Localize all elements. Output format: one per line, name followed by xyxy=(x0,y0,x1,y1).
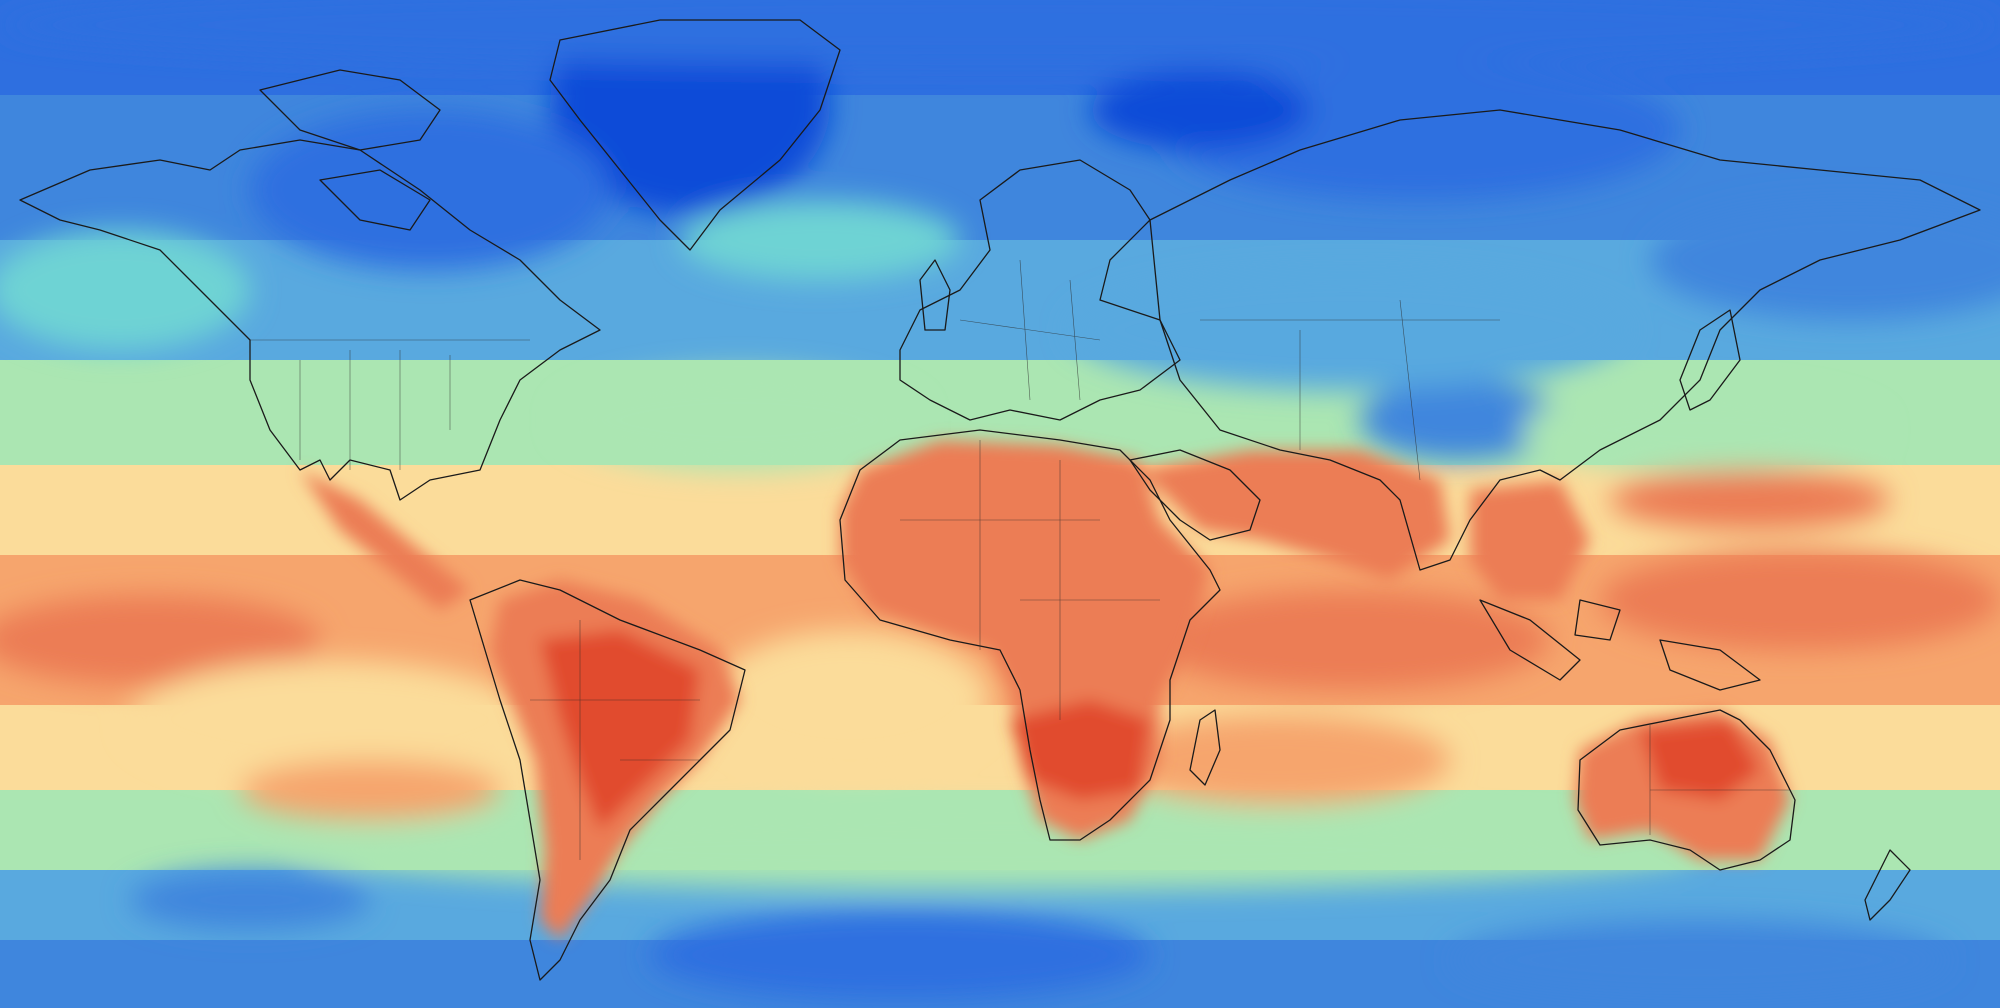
field-pacific-orange-3 xyxy=(1610,470,1890,530)
field-southern-cold-2 xyxy=(1450,920,1950,1000)
field-canada-cold xyxy=(250,110,610,270)
border-us-states xyxy=(299,350,451,470)
coast-asia xyxy=(1149,109,1981,571)
coast-indonesia xyxy=(1479,599,1761,691)
heat-africa-south xyxy=(1010,700,1150,800)
coast-europe xyxy=(899,159,1181,421)
field-indian-orange xyxy=(1150,590,1550,690)
field-russia-cold xyxy=(1090,70,1310,150)
coast-north-america xyxy=(19,139,601,501)
field-southern-cold-3 xyxy=(130,870,370,930)
border-australia xyxy=(1649,725,1790,835)
field-pacific-sand xyxy=(130,660,530,780)
field-south-pacific-orange xyxy=(240,760,500,820)
field-atlantic-cyan xyxy=(680,200,960,280)
coast-japan xyxy=(1679,309,1741,411)
field-pacific-cyan xyxy=(0,230,250,350)
coastlines xyxy=(19,19,1981,981)
field-asia-mid xyxy=(1070,270,1630,390)
border-europe xyxy=(959,259,1101,401)
heat-arabia-india xyxy=(1140,450,1450,580)
coast-greenland xyxy=(549,19,841,251)
field-pacific-orange-1 xyxy=(0,595,320,685)
field-south-indian-orange xyxy=(1110,715,1450,805)
coast-south-america xyxy=(469,579,746,981)
field-southern-cold-1 xyxy=(650,910,1150,1000)
border-asia xyxy=(1200,299,1500,481)
field-north-pole-band xyxy=(0,0,2000,65)
coast-africa xyxy=(839,429,1221,841)
heat-southeast-asia xyxy=(1470,480,1590,600)
field-mongolia-cold xyxy=(1360,380,1560,460)
heat-australia-core xyxy=(1640,720,1760,800)
field-north-pacific-mint xyxy=(1520,390,1880,470)
land-heat xyxy=(300,440,1790,940)
field-southern-mint xyxy=(300,810,1700,890)
border-south-america xyxy=(530,620,700,860)
coast-madagascar xyxy=(1189,709,1221,786)
coast-australia xyxy=(1577,709,1796,871)
field-atlantic-sand xyxy=(710,630,990,770)
field-north-atlantic-mint xyxy=(560,370,920,470)
coast-uk xyxy=(919,259,951,331)
coast-new-zealand xyxy=(1864,849,1911,921)
field-pacific-north xyxy=(1650,200,2000,320)
field-pacific-orange-2 xyxy=(1600,550,2000,650)
border-africa xyxy=(900,440,1160,720)
heat-central-america xyxy=(300,470,470,610)
country-borders xyxy=(250,259,1790,860)
coast-arctic-islands xyxy=(259,69,441,231)
coast-arabia xyxy=(1129,449,1261,541)
